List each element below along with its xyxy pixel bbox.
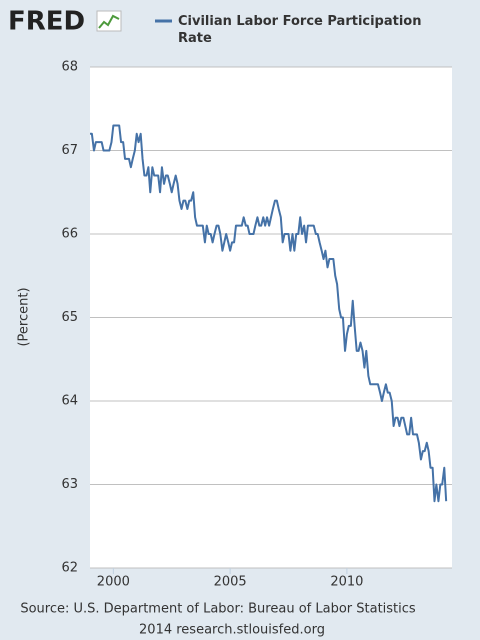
credit: 2014 research.stlouisfed.org xyxy=(139,623,325,638)
logo-icon xyxy=(96,10,122,32)
y-tick-label: 64 xyxy=(61,394,78,409)
x-tick-label: 2005 xyxy=(214,575,247,590)
y-tick-label: 62 xyxy=(61,561,78,576)
y-tick-label: 68 xyxy=(61,60,78,75)
x-tick-label: 2010 xyxy=(330,575,363,590)
y-tick-label: 63 xyxy=(61,477,78,492)
logo: FRED xyxy=(8,7,85,37)
y-tick-label: 66 xyxy=(61,227,78,242)
legend-label: Civilian Labor Force Participation Rate xyxy=(178,14,422,46)
y-tick-label: 67 xyxy=(61,143,78,158)
x-tick-label: 2000 xyxy=(97,575,130,590)
y-tick-label: 65 xyxy=(61,310,78,325)
source: Source: U.S. Department of Labor: Bureau… xyxy=(20,602,416,617)
line xyxy=(90,124,448,503)
y-axis-label: (Percent) xyxy=(17,287,32,346)
